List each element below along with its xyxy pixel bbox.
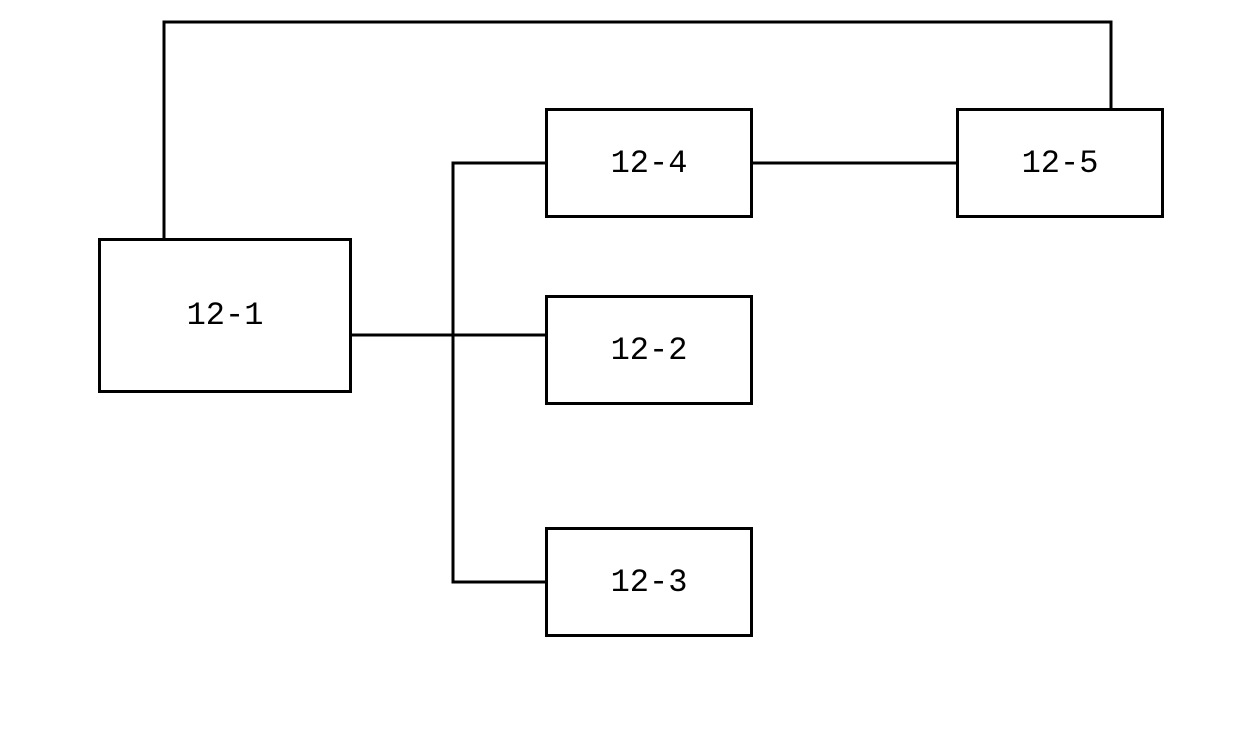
node-n1: 12-1 — [98, 238, 352, 393]
block-diagram: 12-1 12-2 12-3 12-4 12-5 — [0, 0, 1240, 740]
node-n5: 12-5 — [956, 108, 1164, 218]
node-label: 12-5 — [1022, 145, 1099, 182]
edge-n1-n3 — [453, 335, 545, 582]
node-n4: 12-4 — [545, 108, 753, 218]
node-label: 12-1 — [187, 297, 264, 334]
node-n2: 12-2 — [545, 295, 753, 405]
edge-n1-n4 — [453, 163, 545, 335]
node-label: 12-3 — [611, 564, 688, 601]
node-n3: 12-3 — [545, 527, 753, 637]
node-label: 12-2 — [611, 332, 688, 369]
node-label: 12-4 — [611, 145, 688, 182]
